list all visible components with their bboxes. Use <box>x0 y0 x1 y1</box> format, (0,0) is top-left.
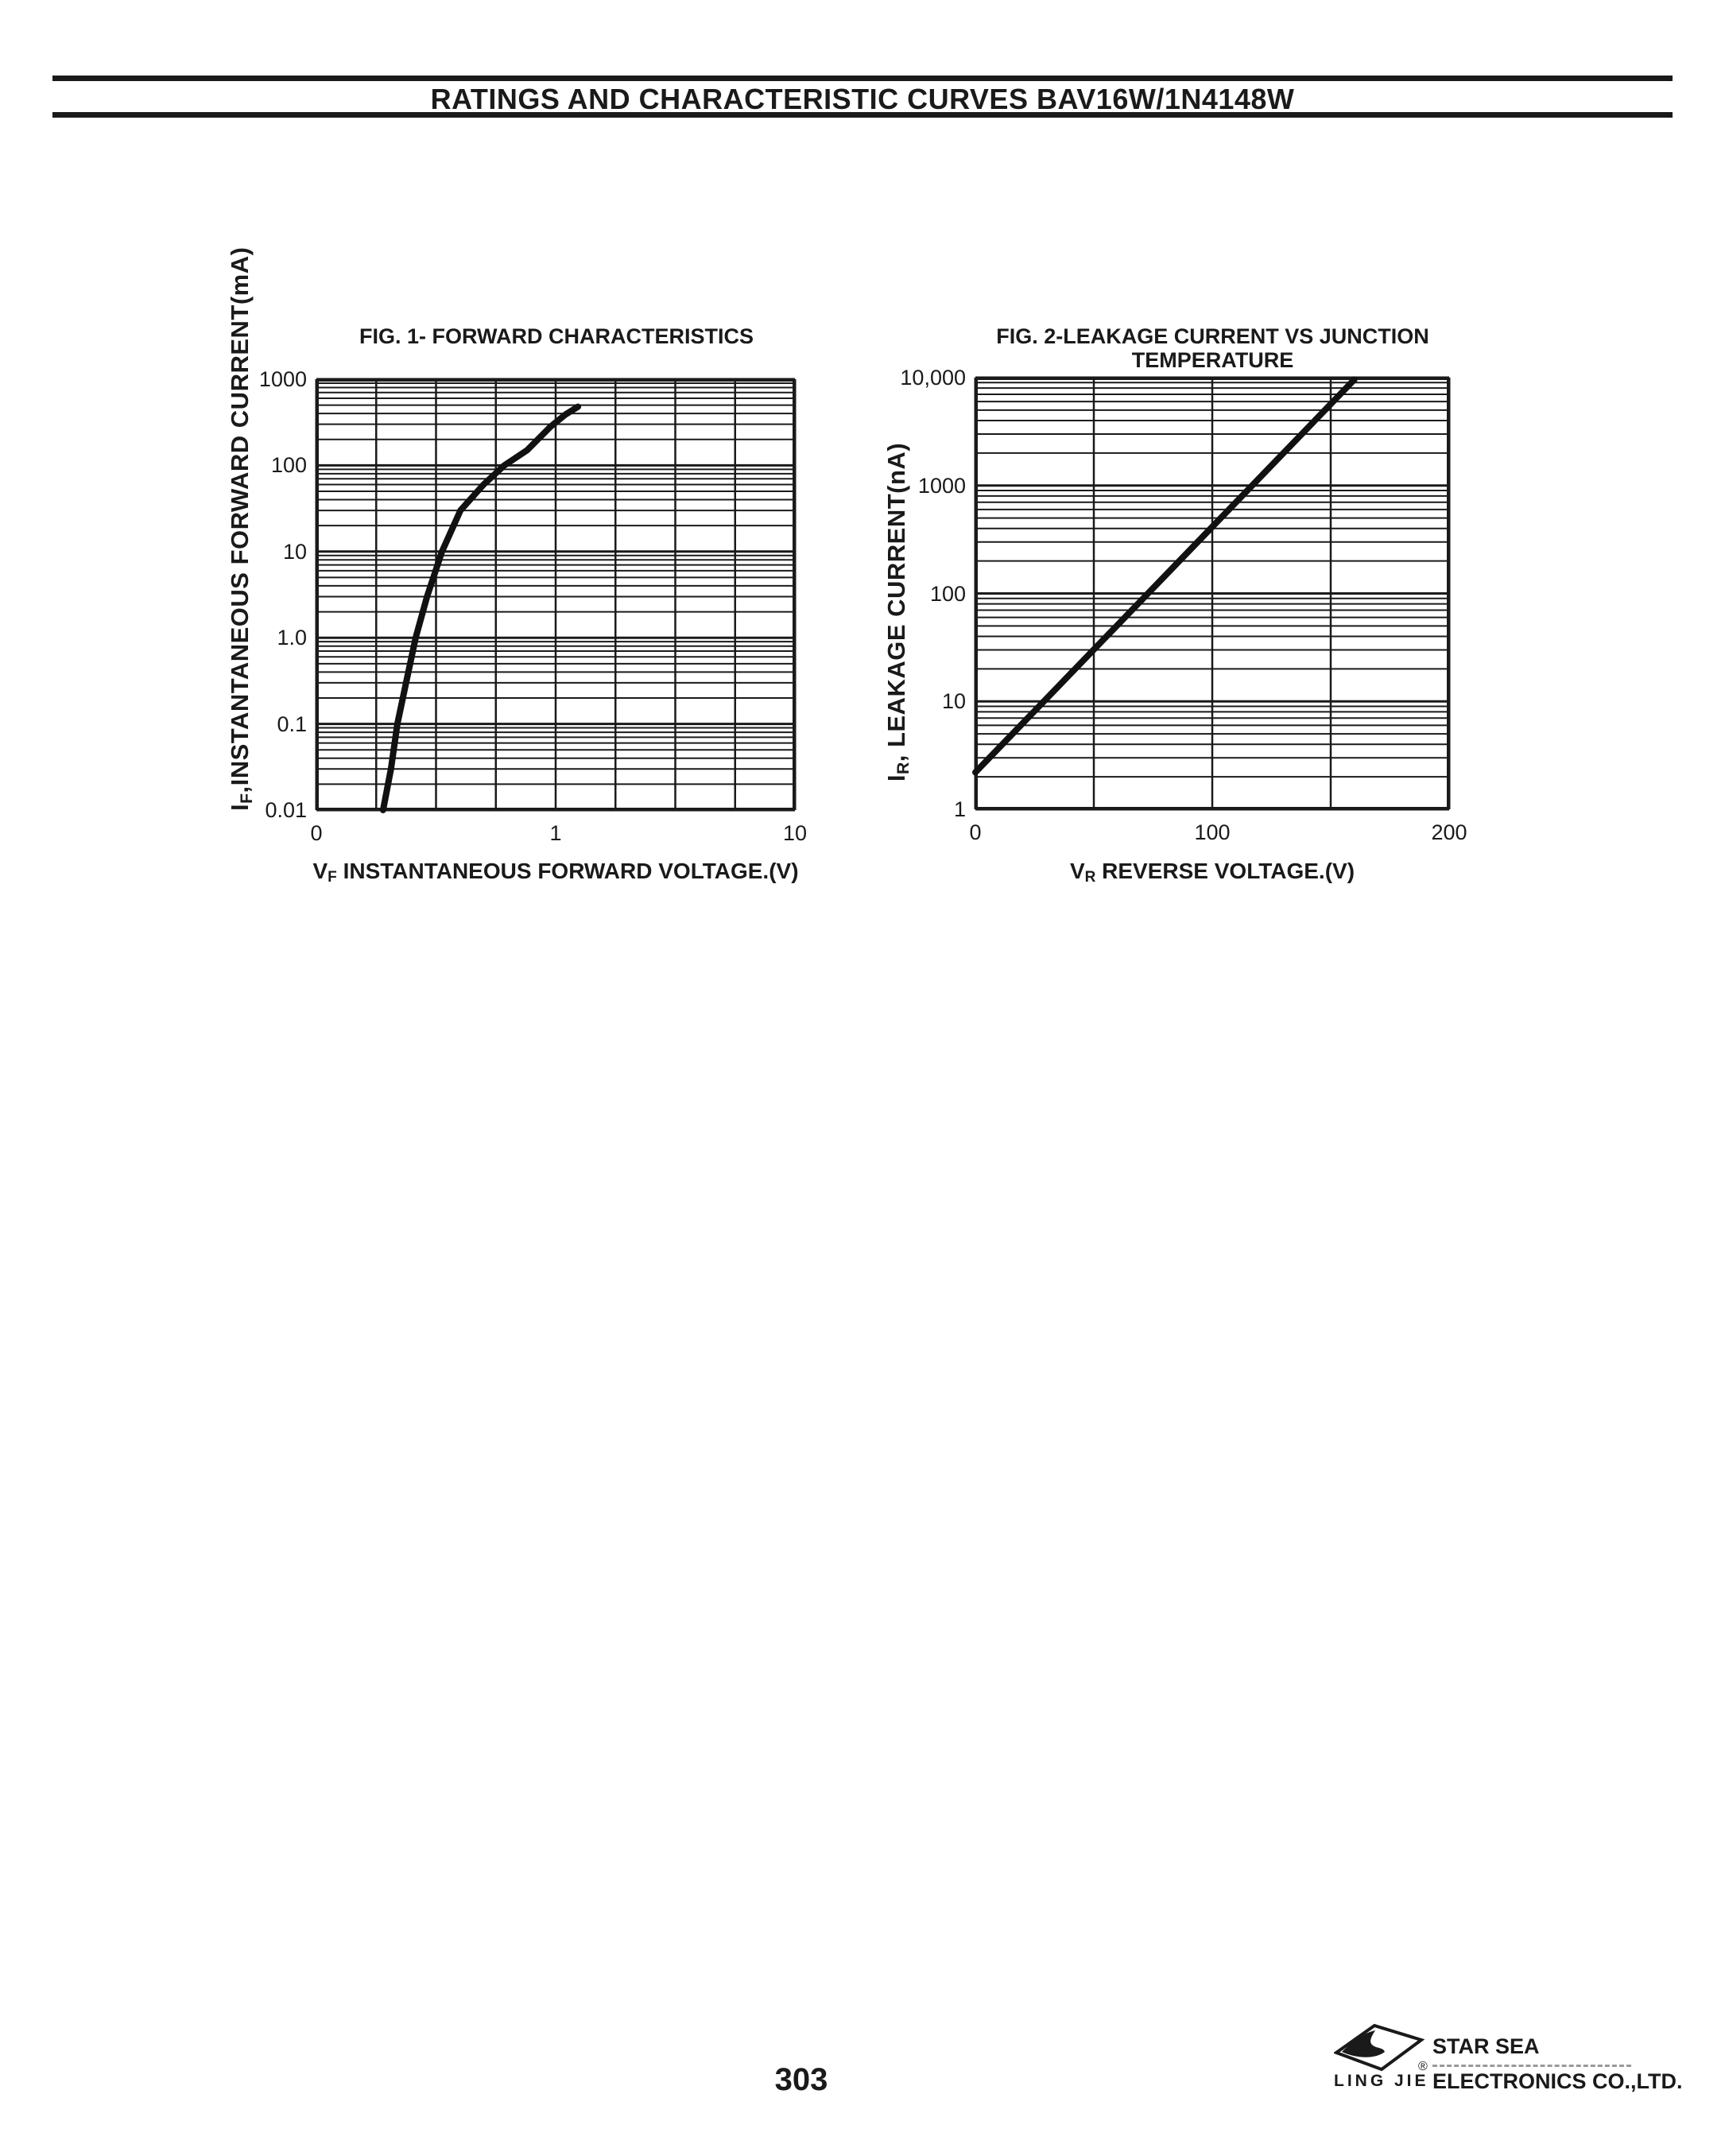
fig1-title: FIG. 1- FORWARD CHARACTERISTICS <box>359 324 754 348</box>
fig2-y-axis-title-symbol: I <box>882 774 910 782</box>
lingjie-diamond-icon <box>1334 2023 1425 2072</box>
fig2-chart-svg <box>972 376 1451 811</box>
fig1-x-tick-label: 0 <box>310 821 323 845</box>
fig2-y-tick-label: 1 <box>953 797 966 821</box>
fig2-x-tick-label: 100 <box>1194 820 1231 844</box>
fig1-x-axis-title: VF INSTANTANEOUS FORWARD VOLTAGE.(V) <box>277 859 834 886</box>
fig1-plot-border <box>316 379 795 810</box>
logo-brand-lingjie: LING JIE <box>1334 2072 1429 2090</box>
fig2-x-axis-title-text: REVERSE VOLTAGE.(V) <box>1095 859 1355 883</box>
fig2-y-tick-label: 100 <box>929 581 966 606</box>
fig2-x-axis-title-subscript: R <box>1084 869 1096 886</box>
company-logo: ® LING JIE STAR SEA ELECTRONICS CO.,LTD. <box>1334 2023 1683 2103</box>
fig1-y-tick-label: 100 <box>270 453 307 478</box>
fig1-y-tick-label: 1000 <box>258 367 307 391</box>
fig1-chart-svg <box>315 378 797 813</box>
fig2-title-line2: TEMPERATURE <box>1131 348 1294 372</box>
leakage-current-line <box>972 376 1358 776</box>
header-rule-bottom <box>52 112 1673 118</box>
header-rule-top <box>52 76 1673 81</box>
forward-characteristic-curve <box>379 403 582 813</box>
fig1-x-tick-label: 10 <box>782 821 808 845</box>
fig1-x-axis-title-text: INSTANTANEOUS FORWARD VOLTAGE.(V) <box>336 859 799 883</box>
fig2-title-line1: FIG. 2-LEAKAGE CURRENT VS JUNCTION <box>996 324 1429 348</box>
fig1-x-tick-label: 1 <box>549 821 562 845</box>
fig2-x-axis-title-symbol: V <box>1069 859 1085 883</box>
fig2-y-tick-label: 10 <box>941 689 966 714</box>
fig2-y-tick-label: 10,000 <box>900 366 966 390</box>
fig1-x-axis-title-subscript: F <box>328 869 337 886</box>
fig1-y-tick-label: 0.1 <box>277 712 307 736</box>
fig2-title: FIG. 2-LEAKAGE CURRENT VS JUNCTION TEMPER… <box>975 324 1450 372</box>
fig2-x-axis-title: VR REVERSE VOLTAGE.(V) <box>974 859 1451 886</box>
fig1-y-tick-label: 0.01 <box>265 798 307 822</box>
fig2-x-tick-label: 0 <box>969 820 982 844</box>
logo-divider-dashed <box>1432 2065 1631 2067</box>
page-title: RATINGS AND CHARACTERISTIC CURVES BAV16W… <box>430 83 1295 115</box>
registered-trademark-icon: ® <box>1418 2060 1428 2073</box>
fig2-y-axis-title-subscript: R <box>894 762 913 775</box>
fig1-y-tick-label: 1.0 <box>277 626 307 650</box>
fig1-y-axis-title-text: ,INSTANTANEOUS FORWARD CURRENT(mA) <box>226 246 254 793</box>
page-number: 303 <box>774 2062 828 2097</box>
fig2-y-tick-label: 1000 <box>917 473 966 498</box>
fig2-x-tick-label: 200 <box>1431 820 1467 844</box>
fig2-plot-border <box>975 378 1449 809</box>
logo-brand-starsea: STAR SEA <box>1432 2034 1540 2058</box>
fig1-y-tick-label: 10 <box>282 539 307 564</box>
fig1-x-axis-title-symbol: V <box>312 859 328 883</box>
logo-brand-electronics: ELECTRONICS CO.,LTD. <box>1432 2069 1683 2093</box>
